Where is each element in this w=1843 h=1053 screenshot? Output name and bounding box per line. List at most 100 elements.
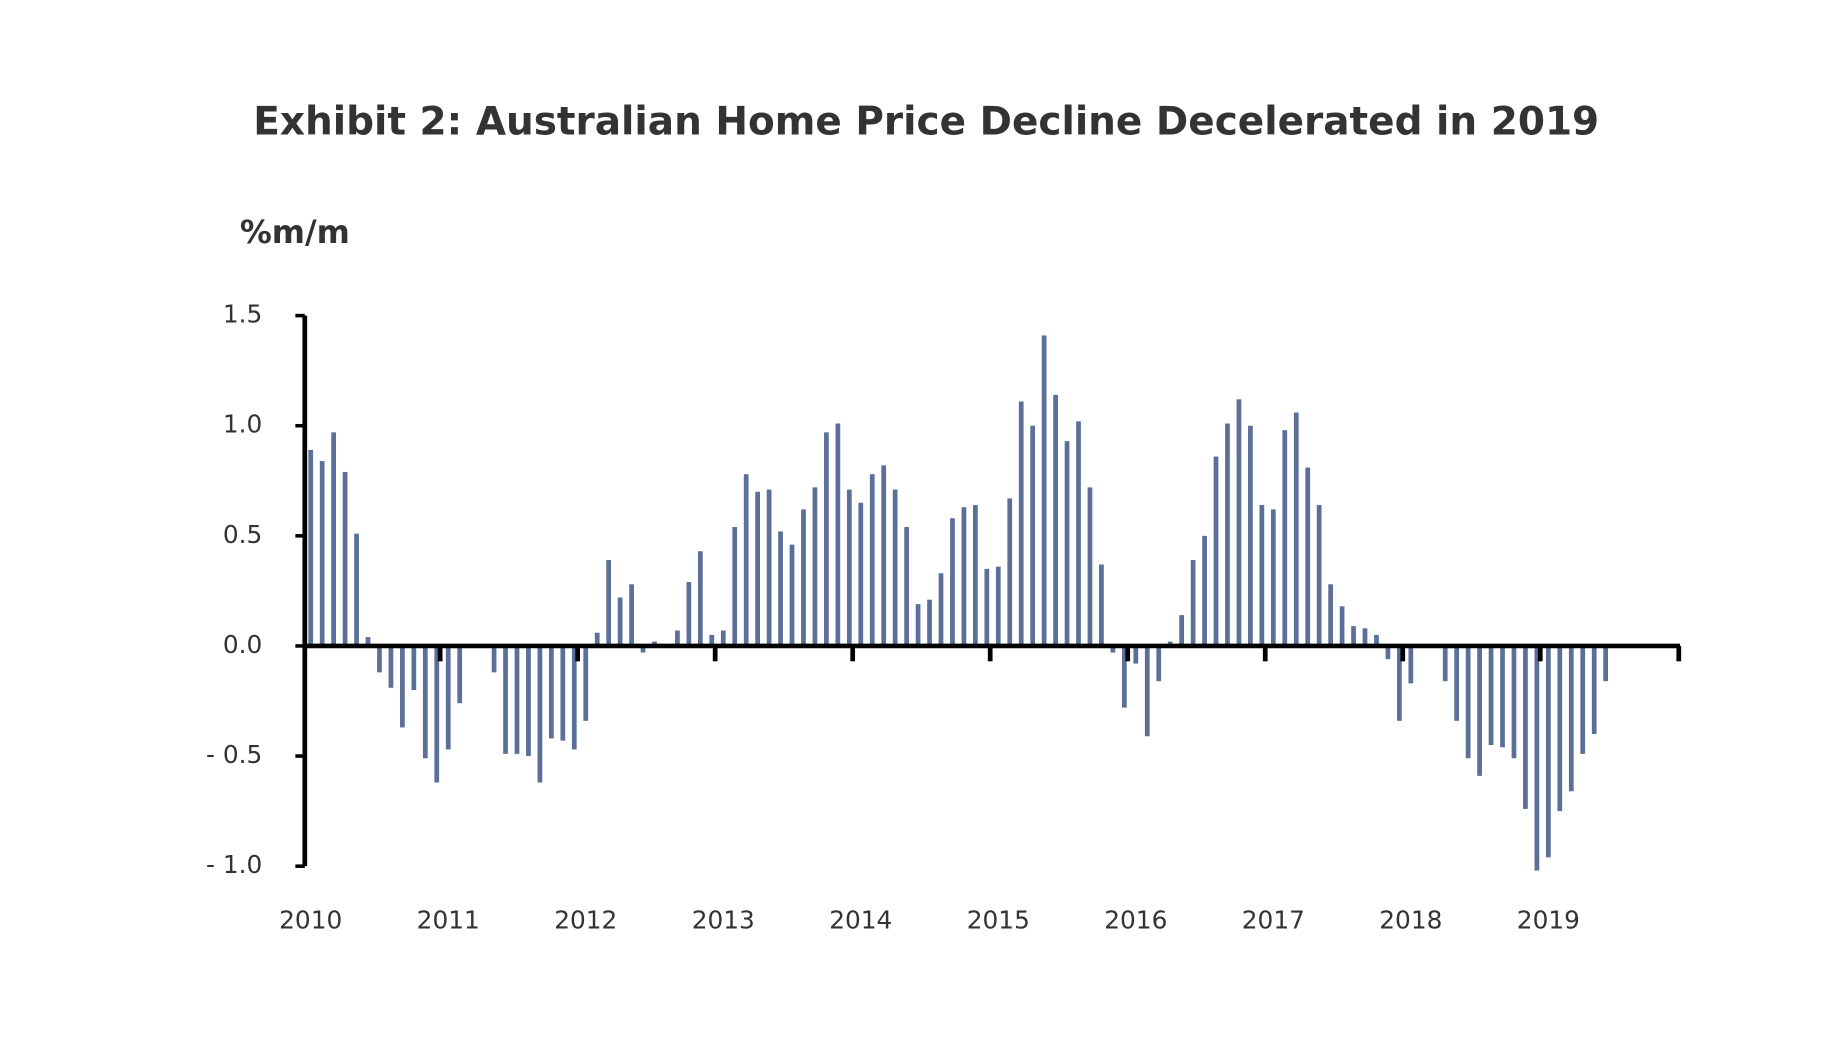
bar — [950, 518, 955, 646]
bar — [1465, 645, 1471, 759]
bar — [869, 474, 875, 646]
bar — [1030, 425, 1036, 646]
bar — [1202, 535, 1207, 646]
bar — [354, 533, 359, 646]
bar — [1213, 456, 1219, 646]
bar — [594, 632, 600, 646]
bar — [755, 491, 761, 646]
x-tick-label: 2012 — [554, 906, 617, 935]
bar — [1293, 412, 1299, 646]
bar — [1339, 606, 1345, 646]
bar — [365, 637, 371, 646]
y-tick-label: - 1.0 — [206, 850, 262, 879]
bar — [1259, 505, 1265, 646]
bar — [503, 645, 508, 754]
x-tick-label: 2011 — [417, 906, 480, 935]
bar — [331, 432, 336, 646]
bar — [422, 645, 428, 759]
x-tick-label: 2018 — [1379, 906, 1442, 935]
bar — [995, 566, 1001, 646]
bar — [743, 474, 749, 646]
bar — [1385, 645, 1391, 660]
bar — [915, 604, 921, 646]
bar — [801, 509, 806, 646]
bar — [1580, 645, 1586, 754]
bar — [778, 531, 783, 646]
bar — [1534, 645, 1540, 871]
bar — [1557, 645, 1563, 812]
bar — [1328, 584, 1333, 646]
bar — [1007, 498, 1013, 646]
bar — [1523, 645, 1528, 809]
bar — [1500, 645, 1505, 748]
bar — [904, 527, 909, 646]
bar — [732, 527, 738, 646]
bar — [1316, 505, 1322, 646]
bar — [1362, 628, 1368, 646]
bar — [858, 502, 864, 646]
bar — [549, 645, 554, 739]
bar — [308, 449, 314, 646]
chart-title: Exhibit 2: Australian Home Price Decline… — [253, 100, 1599, 145]
y-tick-label: 1.0 — [223, 410, 262, 439]
x-tick-label: 2014 — [829, 906, 892, 935]
bar — [1374, 634, 1379, 646]
bar — [1270, 509, 1276, 646]
bar — [606, 560, 612, 646]
bar — [560, 645, 566, 741]
bar — [1064, 441, 1070, 646]
bar — [377, 645, 382, 673]
bar — [617, 597, 623, 646]
bar — [445, 645, 451, 750]
bar — [1511, 645, 1517, 759]
bar — [1121, 645, 1127, 708]
bar — [1076, 421, 1081, 646]
bar — [824, 432, 829, 646]
bar — [1282, 430, 1288, 646]
y-tick-label: 0.0 — [223, 630, 262, 659]
bar — [835, 423, 841, 646]
bar — [984, 568, 990, 646]
bar — [686, 582, 692, 646]
bar — [892, 489, 898, 646]
x-tick-label: 2016 — [1104, 906, 1167, 935]
bar — [1144, 645, 1150, 737]
bar — [1110, 645, 1116, 653]
x-tick-label: 2017 — [1242, 906, 1305, 935]
bar — [1488, 645, 1494, 746]
bar — [1568, 645, 1574, 792]
bar — [1018, 401, 1024, 646]
bar — [1305, 467, 1311, 646]
bar — [973, 505, 978, 646]
bar — [1591, 645, 1597, 735]
bar — [709, 634, 715, 646]
bar — [400, 645, 405, 728]
y-tick-label: - 0.5 — [206, 740, 262, 769]
bar — [961, 507, 967, 646]
bar — [1477, 645, 1482, 776]
bar — [514, 645, 520, 754]
bar — [1087, 487, 1093, 646]
bar — [583, 645, 589, 721]
bar — [938, 573, 944, 646]
bar — [720, 630, 726, 646]
bar — [927, 599, 932, 646]
bar — [1442, 645, 1448, 682]
bar — [1099, 564, 1104, 646]
bar — [697, 551, 703, 646]
bar — [457, 645, 463, 704]
x-tick-label: 2013 — [692, 906, 755, 935]
bar — [1454, 645, 1460, 721]
y-tick-label: 1.5 — [223, 300, 262, 329]
bar — [1190, 560, 1196, 646]
bar — [491, 645, 497, 673]
bar — [1236, 399, 1242, 646]
bar — [789, 544, 795, 646]
bar — [1156, 645, 1162, 682]
bar — [1603, 645, 1609, 682]
bar — [1053, 394, 1058, 646]
bar — [434, 645, 440, 783]
x-tick-label: 2010 — [279, 906, 342, 935]
